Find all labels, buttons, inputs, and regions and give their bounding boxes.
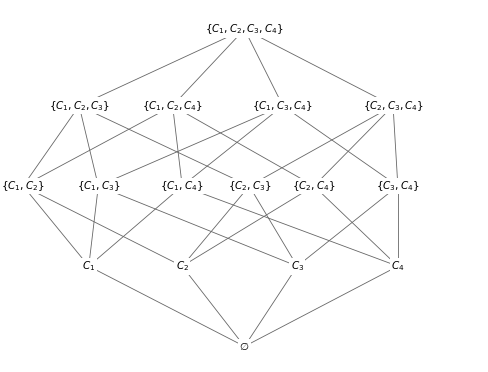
Text: $C_4$: $C_4$ bbox=[390, 259, 404, 273]
Text: $\{C_1,C_2,C_3\}$: $\{C_1,C_2,C_3\}$ bbox=[48, 99, 109, 113]
Text: $\emptyset$: $\emptyset$ bbox=[239, 340, 249, 352]
Text: $\{C_1,C_4\}$: $\{C_1,C_4\}$ bbox=[160, 179, 203, 193]
Text: $C_1$: $C_1$ bbox=[82, 259, 95, 273]
Text: $\{C_3,C_4\}$: $\{C_3,C_4\}$ bbox=[375, 179, 419, 193]
Text: $C_3$: $C_3$ bbox=[290, 259, 303, 273]
Text: $\{C_2,C_3,C_4\}$: $\{C_2,C_3,C_4\}$ bbox=[362, 99, 423, 113]
Text: $\{C_2,C_4\}$: $\{C_2,C_4\}$ bbox=[292, 179, 335, 193]
Text: $\{C_1,C_2,C_4\}$: $\{C_1,C_2,C_4\}$ bbox=[142, 99, 203, 113]
Text: $\{C_1,C_2,C_3,C_4\}$: $\{C_1,C_2,C_3,C_4\}$ bbox=[205, 22, 283, 36]
Text: $\{C_1,C_3\}$: $\{C_1,C_3\}$ bbox=[77, 179, 120, 193]
Text: $C_2$: $C_2$ bbox=[175, 259, 188, 273]
Text: $\{C_1,C_3,C_4\}$: $\{C_1,C_3,C_4\}$ bbox=[252, 99, 313, 113]
Text: $\{C_1,C_2\}$: $\{C_1,C_2\}$ bbox=[1, 179, 45, 193]
Text: $\{C_2,C_3\}$: $\{C_2,C_3\}$ bbox=[227, 179, 270, 193]
